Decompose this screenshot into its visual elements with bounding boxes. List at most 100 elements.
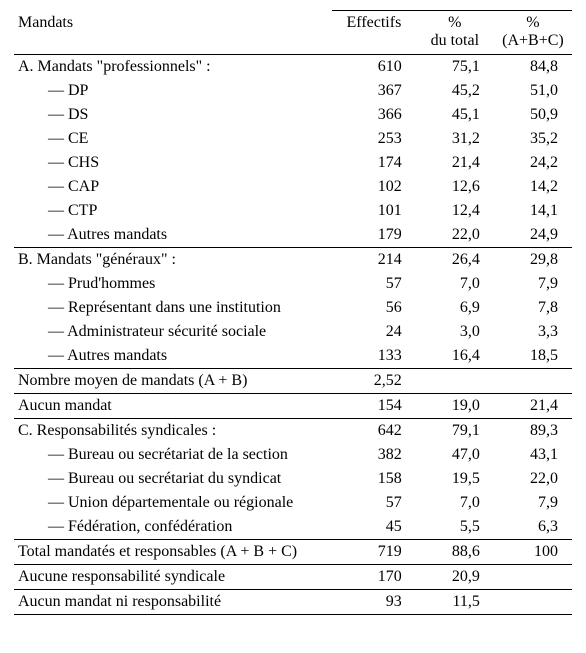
no-resp-label: Aucune responsabilité syndicale bbox=[14, 564, 332, 589]
row-pct2: 3,3 bbox=[494, 320, 572, 344]
no-mandate-pct1: 19,0 bbox=[416, 393, 494, 418]
row-pct2: 51,0 bbox=[494, 79, 572, 103]
section-a-pct2: 84,8 bbox=[494, 54, 572, 79]
row-label: — CTP bbox=[14, 199, 332, 223]
total-abc-eff: 719 bbox=[332, 539, 416, 564]
row-eff: 382 bbox=[332, 443, 416, 467]
row-label: — CE bbox=[14, 127, 332, 151]
row-pct2: 35,2 bbox=[494, 127, 572, 151]
section-b-pct2: 29,8 bbox=[494, 247, 572, 272]
row-pct2: 7,9 bbox=[494, 272, 572, 296]
section-c-title: C. Responsabilités syndicales : bbox=[14, 418, 332, 443]
section-c-pct2: 89,3 bbox=[494, 418, 572, 443]
section-c-pct1: 79,1 bbox=[416, 418, 494, 443]
no-any-pct1: 11,5 bbox=[416, 589, 494, 614]
row-eff: 56 bbox=[332, 296, 416, 320]
section-a-title: A. Mandats "professionnels" : bbox=[14, 54, 332, 79]
row-pct1: 6,9 bbox=[416, 296, 494, 320]
empty-cell bbox=[494, 589, 572, 614]
table-row: — Bureau ou secrétariat du syndicat 158 … bbox=[14, 467, 572, 491]
row-pct1: 12,6 bbox=[416, 175, 494, 199]
row-pct2: 43,1 bbox=[494, 443, 572, 467]
row-label: — DS bbox=[14, 103, 332, 127]
no-mandate-eff: 154 bbox=[332, 393, 416, 418]
row-eff: 366 bbox=[332, 103, 416, 127]
no-any-eff: 93 bbox=[332, 589, 416, 614]
no-mandate-label: Aucun mandat bbox=[14, 393, 332, 418]
table-row: — Autres mandats 179 22,0 24,9 bbox=[14, 223, 572, 248]
table-row: — CE 253 31,2 35,2 bbox=[14, 127, 572, 151]
no-mandate-pct2: 21,4 bbox=[494, 393, 572, 418]
section-b-header: B. Mandats "généraux" : 214 26,4 29,8 bbox=[14, 247, 572, 272]
row-pct2: 14,2 bbox=[494, 175, 572, 199]
row-eff: 253 bbox=[332, 127, 416, 151]
section-b-pct1: 26,4 bbox=[416, 247, 494, 272]
table-row: — Prud'hommes 57 7,0 7,9 bbox=[14, 272, 572, 296]
total-abc-label: Total mandatés et responsables (A + B + … bbox=[14, 539, 332, 564]
no-any-row: Aucun mandat ni responsabilité 93 11,5 bbox=[14, 589, 572, 614]
no-resp-eff: 170 bbox=[332, 564, 416, 589]
row-pct1: 7,0 bbox=[416, 272, 494, 296]
section-c-header: C. Responsabilités syndicales : 642 79,1… bbox=[14, 418, 572, 443]
table-row: — Représentant dans une institution 56 6… bbox=[14, 296, 572, 320]
row-pct1: 22,0 bbox=[416, 223, 494, 248]
row-pct1: 3,0 bbox=[416, 320, 494, 344]
row-pct1: 12,4 bbox=[416, 199, 494, 223]
row-label: — Union départementale ou régionale bbox=[14, 491, 332, 515]
row-pct1: 31,2 bbox=[416, 127, 494, 151]
row-eff: 158 bbox=[332, 467, 416, 491]
row-pct1: 16,4 bbox=[416, 344, 494, 369]
table-row: — DP 367 45,2 51,0 bbox=[14, 79, 572, 103]
section-b-title: B. Mandats "généraux" : bbox=[14, 247, 332, 272]
no-mandate-row: Aucun mandat 154 19,0 21,4 bbox=[14, 393, 572, 418]
section-a-eff: 610 bbox=[332, 54, 416, 79]
row-label: — CAP bbox=[14, 175, 332, 199]
table-row: — CAP 102 12,6 14,2 bbox=[14, 175, 572, 199]
row-label: — Autres mandats bbox=[14, 223, 332, 248]
row-pct2: 7,9 bbox=[494, 491, 572, 515]
col-header-pct-abc-l2: (A+B+C) bbox=[502, 32, 564, 49]
col-header-effectifs-text: Effectifs bbox=[347, 14, 402, 31]
no-resp-pct1: 20,9 bbox=[416, 564, 494, 589]
row-pct1: 45,1 bbox=[416, 103, 494, 127]
row-eff: 24 bbox=[332, 320, 416, 344]
table-row: — CHS 174 21,4 24,2 bbox=[14, 151, 572, 175]
row-pct2: 7,8 bbox=[494, 296, 572, 320]
table-row: — Autres mandats 133 16,4 18,5 bbox=[14, 344, 572, 369]
row-label: — DP bbox=[14, 79, 332, 103]
row-eff: 57 bbox=[332, 272, 416, 296]
section-b-eff: 214 bbox=[332, 247, 416, 272]
col-header-pct-abc-l1: % bbox=[526, 14, 539, 31]
row-pct1: 45,2 bbox=[416, 79, 494, 103]
col-header-mandats: Mandats bbox=[14, 11, 332, 55]
row-label: — CHS bbox=[14, 151, 332, 175]
row-pct2: 6,3 bbox=[494, 515, 572, 540]
col-header-effectifs: Effectifs bbox=[332, 11, 416, 55]
row-pct2: 18,5 bbox=[494, 344, 572, 369]
row-eff: 367 bbox=[332, 79, 416, 103]
table-row: — Fédération, confédération 45 5,5 6,3 bbox=[14, 515, 572, 540]
row-pct1: 21,4 bbox=[416, 151, 494, 175]
mean-ab-label: Nombre moyen de mandats (A + B) bbox=[14, 368, 332, 393]
empty-cell bbox=[494, 368, 572, 393]
section-c-eff: 642 bbox=[332, 418, 416, 443]
row-pct2: 24,9 bbox=[494, 223, 572, 248]
row-eff: 133 bbox=[332, 344, 416, 369]
total-abc-pct2: 100 bbox=[494, 539, 572, 564]
row-eff: 174 bbox=[332, 151, 416, 175]
mean-ab-eff: 2,52 bbox=[332, 368, 416, 393]
row-pct1: 5,5 bbox=[416, 515, 494, 540]
no-any-label: Aucun mandat ni responsabilité bbox=[14, 589, 332, 614]
row-label: — Représentant dans une institution bbox=[14, 296, 332, 320]
row-pct1: 47,0 bbox=[416, 443, 494, 467]
row-label: — Autres mandats bbox=[14, 344, 332, 369]
row-label: — Bureau ou secrétariat du syndicat bbox=[14, 467, 332, 491]
row-label: — Bureau ou secrétariat de la section bbox=[14, 443, 332, 467]
total-abc-pct1: 88,6 bbox=[416, 539, 494, 564]
row-eff: 45 bbox=[332, 515, 416, 540]
row-label: — Prud'hommes bbox=[14, 272, 332, 296]
row-pct2: 24,2 bbox=[494, 151, 572, 175]
row-eff: 101 bbox=[332, 199, 416, 223]
row-eff: 57 bbox=[332, 491, 416, 515]
table-header-row: Mandats Effectifs % du total % (A+B+C) bbox=[14, 11, 572, 55]
